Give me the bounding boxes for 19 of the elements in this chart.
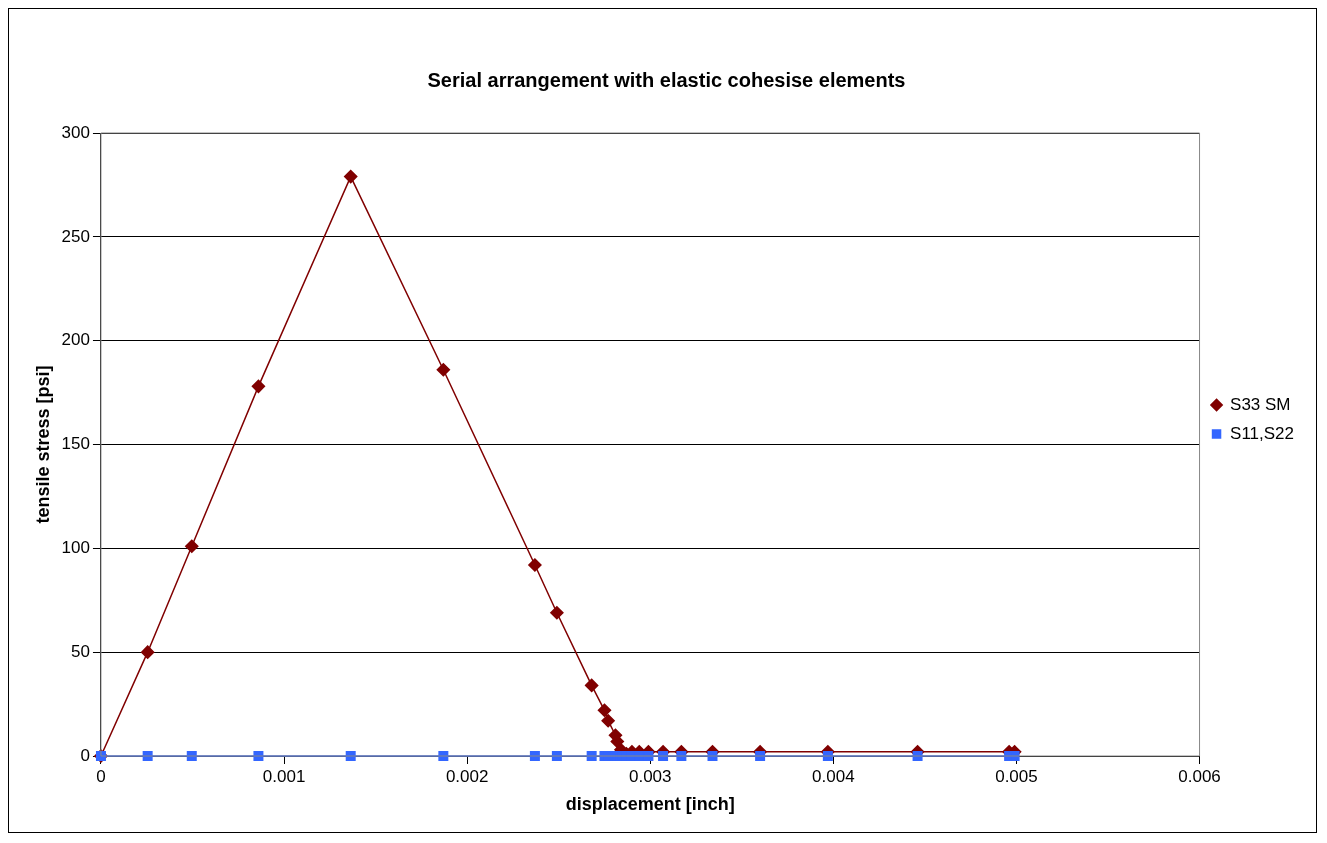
x-tick-label: 0.004	[812, 766, 855, 786]
y-tick-label: 300	[61, 122, 90, 142]
legend-label: S33 SM	[1230, 394, 1291, 414]
y-tick-label: 200	[61, 330, 90, 350]
chart-title: Serial arrangement with elastic cohesise elements	[427, 68, 906, 91]
y-tick-label: 50	[71, 641, 90, 661]
x-tick-label: 0.002	[445, 766, 489, 786]
x-tick-label: 0.003	[628, 766, 672, 786]
x-axis-title: displacement [inch]	[565, 794, 735, 815]
legend-label: S11,S22	[1230, 423, 1295, 443]
x-tick-label: 0.005	[995, 766, 1038, 786]
x-tick-label: 0.001	[262, 766, 306, 786]
y-tick-label: 150	[61, 434, 90, 454]
y-tick-label: 250	[61, 226, 90, 246]
y-tick-label: 0	[80, 745, 90, 765]
x-tick-label: 0.006	[1178, 766, 1221, 786]
y-axis-title: tensile stress [psi]	[32, 365, 53, 524]
y-tick-label: 100	[61, 538, 90, 558]
x-tick-label: 0	[96, 766, 106, 786]
